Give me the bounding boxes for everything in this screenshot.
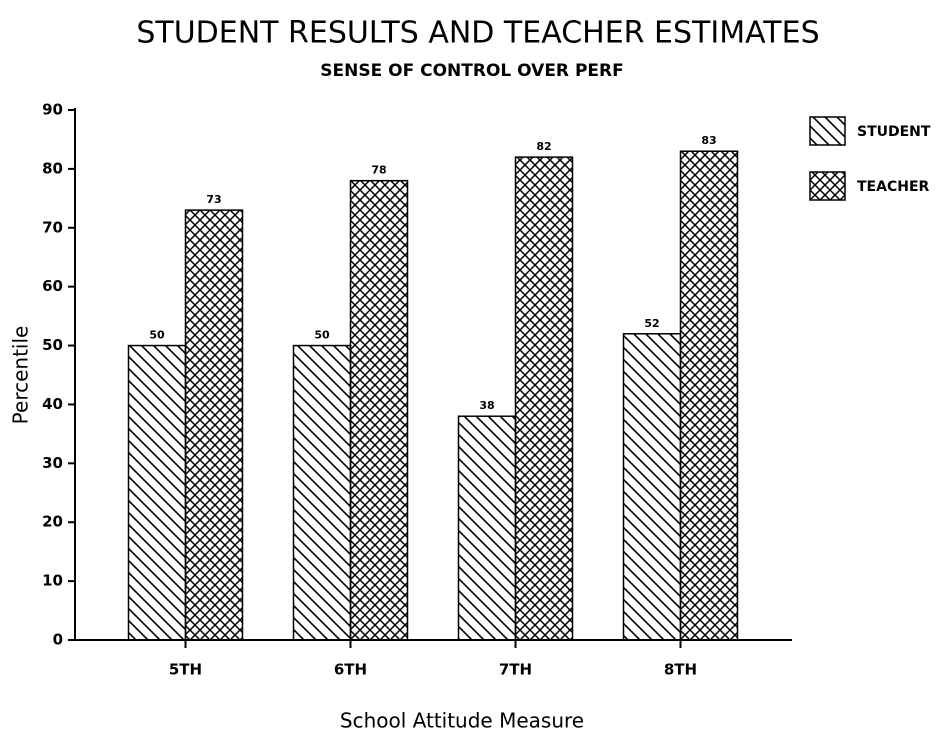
x-axis-label: School Attitude Measure (340, 709, 584, 733)
value-label: 38 (479, 399, 494, 412)
y-tick-label: 40 (42, 395, 63, 413)
value-label: 50 (149, 329, 165, 342)
chart-subtitle: SENSE OF CONTROL OVER PERF (320, 61, 623, 81)
y-tick-label: 0 (53, 631, 63, 649)
bar (127, 344, 187, 641)
x-tick-label: 7TH (499, 661, 532, 679)
legend-label: STUDENT (857, 124, 931, 140)
y-tick-label: 50 (42, 336, 63, 354)
y-tick-label: 10 (42, 572, 63, 590)
y-tick-label: 90 (42, 101, 63, 119)
value-label: 73 (206, 193, 221, 206)
bar (457, 415, 517, 641)
bar (184, 209, 244, 641)
bar (622, 333, 682, 641)
y-tick-label: 70 (42, 218, 63, 236)
x-tick-label: 6TH (334, 661, 367, 679)
y-tick-label: 80 (42, 159, 63, 177)
chart-title: STUDENT RESULTS AND TEACHER ESTIMATES (136, 16, 819, 51)
y-tick-label: 60 (42, 277, 63, 295)
value-label: 50 (314, 329, 330, 342)
bar (292, 344, 352, 641)
legend-swatch (809, 116, 846, 146)
bar (679, 150, 739, 641)
value-label: 82 (536, 140, 551, 153)
bar (514, 156, 574, 641)
legend-swatch (809, 171, 846, 201)
bar (349, 179, 409, 641)
value-label: 52 (644, 317, 659, 330)
value-label: 83 (701, 134, 716, 147)
legend-label: TEACHER (857, 179, 930, 195)
y-tick-label: 30 (42, 454, 63, 472)
y-axis-label: Percentile (9, 326, 33, 425)
y-tick-label: 20 (42, 513, 63, 531)
x-tick-label: 5TH (169, 661, 202, 679)
x-tick-label: 8TH (664, 661, 697, 679)
value-label: 78 (371, 164, 386, 177)
